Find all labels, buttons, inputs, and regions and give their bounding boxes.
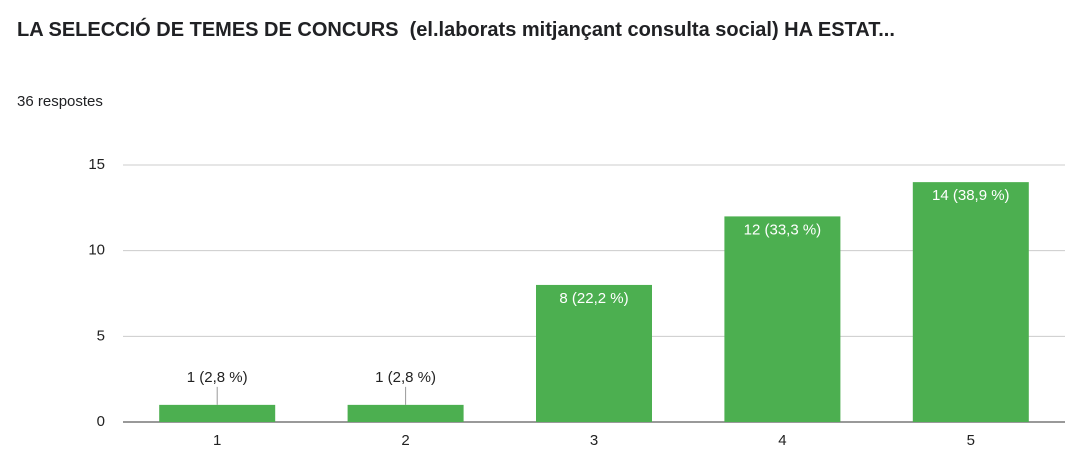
y-tick-label: 5 <box>97 327 105 344</box>
bar <box>536 284 652 422</box>
value-label: 14 (38,9 %) <box>932 187 1010 204</box>
y-tick-label: 10 <box>88 242 105 259</box>
y-tick-label: 15 <box>88 156 105 173</box>
bar <box>912 182 1029 422</box>
x-tick-label: 1 <box>213 432 221 449</box>
x-tick-label: 3 <box>590 432 598 449</box>
bar <box>159 404 276 422</box>
chart-subtitle: 36 respostes <box>17 93 103 110</box>
value-label: 1 (2,8 %) <box>375 369 436 386</box>
x-tick-label: 4 <box>778 432 786 449</box>
value-label: 1 (2,8 %) <box>187 369 248 386</box>
bar <box>347 404 464 422</box>
chart-title: LA SELECCIÓ DE TEMES DE CONCURS (el.labo… <box>17 19 895 41</box>
value-label: 12 (33,3 %) <box>744 221 822 238</box>
x-tick-label: 5 <box>967 432 975 449</box>
value-label: 8 (22,2 %) <box>559 290 628 307</box>
bar <box>724 216 841 422</box>
x-tick-label: 2 <box>401 432 409 449</box>
y-tick-label: 0 <box>97 413 105 430</box>
